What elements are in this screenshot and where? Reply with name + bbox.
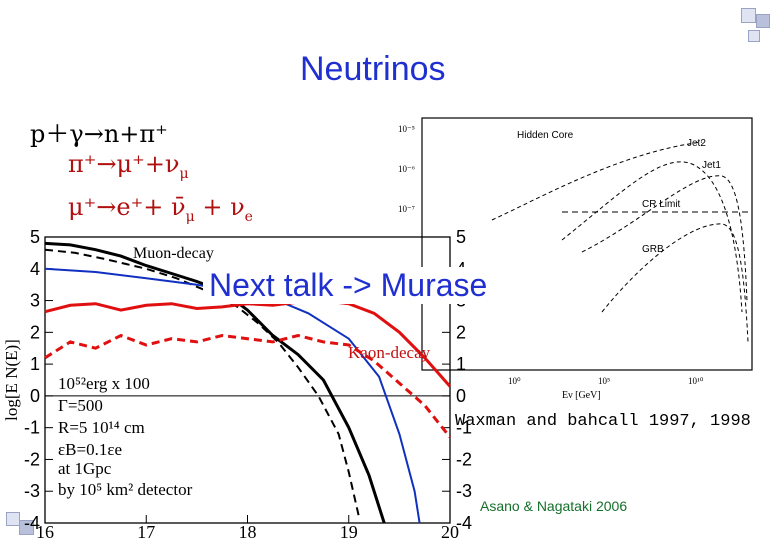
inset-ytick-1: 10⁻⁵ <box>398 124 415 134</box>
y-tick-label-left: 2 <box>30 322 40 342</box>
next-talk-banner: Next talk -> Murase <box>203 267 494 304</box>
y-tick-label-left: 3 <box>30 291 40 311</box>
series-line-5 <box>44 333 452 439</box>
annotation-muon-decay: Muon-decay <box>133 245 214 262</box>
equation-line-3-sub2: e <box>244 208 253 225</box>
x-tick-label: 18 <box>239 522 257 540</box>
inset-xtick-2: 10⁵ <box>598 376 610 386</box>
jet1-curve <box>581 175 748 303</box>
y-tick-label-right: -4 <box>456 513 472 533</box>
series-line-2 <box>44 248 360 517</box>
corner-square-decoration <box>6 512 20 526</box>
x-tick-label: 16 <box>36 522 54 540</box>
equation-line-2-sub: μ <box>179 165 189 182</box>
credit-asano-nagataki: Asano & Nagataki 2006 <box>480 498 628 514</box>
y-tick-label-left: 1 <box>30 354 40 374</box>
x-tick-label: 19 <box>340 522 358 540</box>
inset-xtick-3: 10¹⁰ <box>688 376 704 386</box>
x-tick-label: 17 <box>137 522 155 540</box>
y-tick-label-left: -2 <box>24 449 40 469</box>
inset-ytick-3: 10⁻⁷ <box>398 204 415 214</box>
y-tick-label-left: 5 <box>30 227 40 247</box>
inset-xtick-1: 10⁰ <box>508 376 521 386</box>
equation-line-3-text: μ⁺→e⁺+ ν̄ <box>68 193 186 221</box>
reference-waxman-bahcall: Waxman and bahcall 1997, 1998 <box>455 412 751 431</box>
inset-xlabel: Eν [GeV] <box>562 390 601 401</box>
corner-square-decoration <box>741 8 756 23</box>
parameter-list: 10⁵²erg x 100 Γ=500 R=5 10¹⁴ cm εB=0.1εe… <box>58 374 193 499</box>
inset-label-jet1: Jet1 <box>702 160 721 171</box>
inset-curves <box>491 141 749 343</box>
param-energy: 10⁵²erg x 100 <box>58 374 150 393</box>
param-distance: at 1Gpc <box>58 459 112 478</box>
hidden-core-curve <box>491 141 703 221</box>
inset-label-cr-limit: CR Limit <box>642 199 681 210</box>
series-line-3 <box>44 267 421 524</box>
y-tick-label-right: 2 <box>456 322 466 342</box>
equation-line-2: π⁺→μ⁺+νμ <box>68 150 189 182</box>
page-title: Neutrinos <box>300 50 446 88</box>
x-tick-label: 20 <box>441 522 459 540</box>
grb-curve <box>601 223 749 343</box>
inset-plot-frame <box>421 117 753 371</box>
y-tick-label-right: 0 <box>456 386 466 406</box>
y-tick-label-right: -3 <box>456 481 472 501</box>
corner-square-decoration <box>19 520 34 535</box>
corner-square-decoration <box>756 14 770 28</box>
inset-label-hidden-core: Hidden Core <box>517 130 574 141</box>
param-epsilon: εB=0.1εe <box>58 440 122 459</box>
y-tick-label-left: -4 <box>24 513 40 533</box>
jet2-curve <box>561 161 743 313</box>
param-radius: R=5 10¹⁴ cm <box>58 418 145 437</box>
y-tick-label-right: 1 <box>456 354 466 374</box>
y-tick-label-left: 0 <box>30 386 40 406</box>
y-tick-label-right: -1 <box>456 418 472 438</box>
y-tick-label-right: 5 <box>456 227 466 247</box>
y-tick-label-left: -1 <box>24 418 40 438</box>
annotation-kaon-decay: Kaon-decay <box>348 343 431 362</box>
equation-line-1: p＋γ→n+π⁺ <box>30 120 168 148</box>
y-tick-label-left: 4 <box>30 259 40 279</box>
equation-line-3-plus: + ν <box>202 193 245 221</box>
inset-ytick-2: 10⁻⁶ <box>398 164 415 174</box>
inset-label-jet2: Jet2 <box>687 138 706 149</box>
equation-line-3: μ⁺→e⁺+ ν̄μ + νe <box>68 193 253 225</box>
param-detector: by 10⁵ km² detector <box>58 480 193 499</box>
inset-neutrino-chart: Hidden Core Jet2 Jet1 CR Limit GRB 10⁻⁵ … <box>398 117 753 401</box>
equation-line-2-text: π⁺→μ⁺+ν <box>68 150 180 178</box>
param-lorentz: Γ=500 <box>58 396 103 415</box>
y-tick-label-left: -3 <box>24 481 40 501</box>
y-tick-label-right: -2 <box>456 449 472 469</box>
equation-line-3-sub1: μ <box>185 208 195 225</box>
y-axis-label: log[E N(E)] <box>2 339 21 421</box>
corner-square-decoration <box>748 30 760 42</box>
inset-label-grb: GRB <box>642 244 664 255</box>
